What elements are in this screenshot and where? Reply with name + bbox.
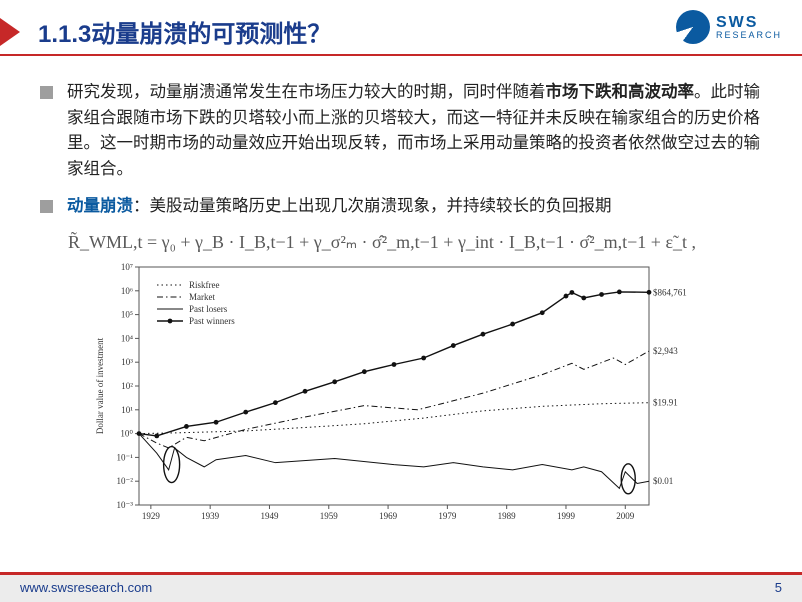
svg-text:Past losers: Past losers	[189, 304, 228, 314]
svg-text:10²: 10²	[121, 381, 133, 391]
svg-text:10¹: 10¹	[121, 405, 133, 415]
header-chevron	[0, 18, 20, 46]
b1-bold: 市场下跌和高波动率	[546, 83, 695, 101]
svg-text:10⁻²: 10⁻²	[117, 476, 134, 486]
logo-sub: RESEARCH	[716, 31, 782, 40]
svg-text:$0.01: $0.01	[653, 476, 673, 486]
svg-text:1989: 1989	[498, 511, 517, 521]
slide-footer: www.swsresearch.com 5	[0, 572, 802, 602]
b1-pre: 研究发现，动量崩溃通常发生在市场压力较大的时期，同时伴随着	[67, 83, 546, 101]
svg-text:1979: 1979	[438, 511, 457, 521]
chart-svg: 10⁻³ 10⁻² 10⁻¹ 10⁰ 10¹ 10² 10³ 10⁴ 10⁵ 10⁶ 10⁷ 1929…	[91, 259, 711, 529]
svg-text:10⁶: 10⁶	[121, 286, 133, 296]
svg-text:1949: 1949	[260, 511, 279, 521]
svg-text:2009: 2009	[616, 511, 635, 521]
svg-text:10⁴: 10⁴	[121, 333, 133, 343]
svg-text:Riskfree: Riskfree	[189, 280, 220, 290]
bullet-2: 动量崩溃：美股动量策略历史上出现几次崩溃现象，并持续较长的负回报期	[40, 194, 762, 220]
header-underline	[0, 54, 802, 56]
b2-post: ：美股动量策略历史上出现几次崩溃现象，并持续较长的负回报期	[133, 197, 612, 215]
bullet-square-icon	[40, 200, 53, 213]
slide-header: 1.1.3动量崩溃的可预测性？ SWS RESEARCH	[0, 0, 802, 60]
footer-page-number: 5	[775, 580, 782, 595]
svg-text:1959: 1959	[320, 511, 339, 521]
logo-icon	[676, 10, 710, 44]
footer-url: www.swsresearch.com	[20, 580, 152, 595]
bullet-1-text: 研究发现，动量崩溃通常发生在市场压力较大的时期，同时伴随着市场下跌和高波动率。此…	[67, 80, 762, 182]
svg-text:10⁰: 10⁰	[120, 428, 133, 438]
svg-text:10⁵: 10⁵	[121, 309, 133, 319]
svg-text:$2,943: $2,943	[653, 346, 678, 356]
svg-text:Dollar value of investment: Dollar value of investment	[95, 337, 105, 434]
svg-text:$864,761: $864,761	[653, 287, 687, 297]
sws-logo: SWS RESEARCH	[676, 10, 782, 44]
svg-text:1999: 1999	[557, 511, 576, 521]
svg-text:10³: 10³	[121, 357, 133, 367]
svg-text:$19.91: $19.91	[653, 397, 678, 407]
bullet-square-icon	[40, 86, 53, 99]
svg-text:1969: 1969	[379, 511, 398, 521]
logo-main: SWS	[716, 15, 782, 31]
momentum-chart: 10⁻³ 10⁻² 10⁻¹ 10⁰ 10¹ 10² 10³ 10⁴ 10⁵ 10⁶ 10⁷ 1929…	[91, 259, 711, 529]
svg-text:1929: 1929	[142, 511, 161, 521]
svg-text:Market: Market	[189, 292, 215, 302]
slide-title: 1.1.3动量崩溃的可预测性？	[38, 14, 331, 49]
b2-bold: 动量崩溃	[67, 197, 133, 215]
bullet-2-text: 动量崩溃：美股动量策略历史上出现几次崩溃现象，并持续较长的负回报期	[67, 194, 612, 220]
svg-text:10⁻³: 10⁻³	[117, 500, 134, 510]
svg-text:10⁷: 10⁷	[121, 262, 133, 272]
svg-text:Past winners: Past winners	[189, 316, 235, 326]
svg-text:10⁻¹: 10⁻¹	[117, 452, 134, 462]
bullet-1: 研究发现，动量崩溃通常发生在市场压力较大的时期，同时伴随着市场下跌和高波动率。此…	[40, 80, 762, 182]
logo-text: SWS RESEARCH	[716, 15, 782, 40]
svg-text:1939: 1939	[201, 511, 220, 521]
equation: R̃_WML,t = γ₀ + γ_B · I_B,t−1 + γ_σ²ₘ · …	[68, 232, 762, 253]
slide-content: 研究发现，动量崩溃通常发生在市场压力较大的时期，同时伴随着市场下跌和高波动率。此…	[0, 60, 802, 529]
